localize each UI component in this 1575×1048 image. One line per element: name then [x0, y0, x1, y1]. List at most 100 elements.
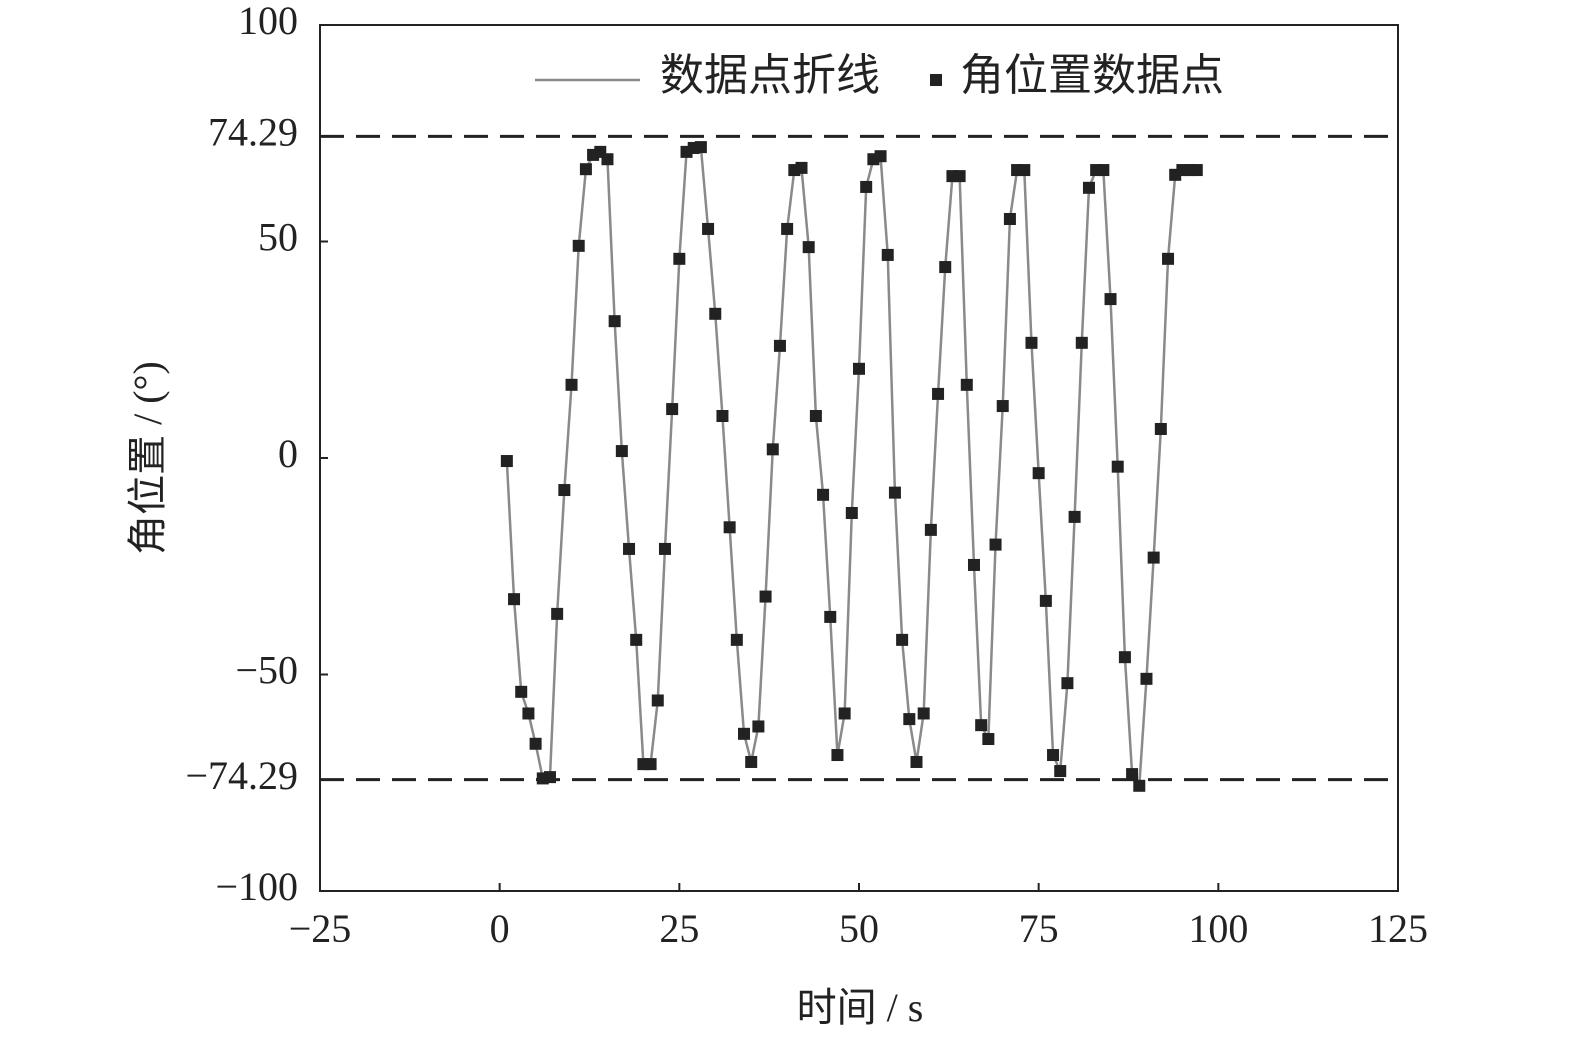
y-tick-label: 0 — [278, 431, 298, 476]
data-point — [529, 737, 542, 750]
data-point — [1061, 677, 1074, 690]
data-point — [1018, 164, 1031, 177]
data-point — [1003, 212, 1016, 225]
data-point — [1111, 460, 1124, 473]
data-point — [673, 252, 686, 265]
data-point — [745, 755, 758, 768]
data-point — [759, 590, 772, 603]
data-point — [1025, 336, 1038, 349]
data-point — [658, 542, 671, 555]
data-point — [1118, 651, 1131, 664]
x-tick-label: 25 — [659, 906, 699, 951]
x-tick-label: −25 — [289, 906, 352, 951]
data-point — [888, 486, 901, 499]
data-point — [881, 248, 894, 261]
data-point — [817, 488, 830, 501]
data-point — [1068, 510, 1081, 523]
data-point — [781, 222, 794, 235]
data-point — [1075, 336, 1088, 349]
data-point — [738, 727, 751, 740]
y-tick-label: −50 — [235, 648, 298, 693]
y-tick-label: −100 — [215, 864, 298, 909]
data-point — [1047, 749, 1060, 762]
data-point — [932, 387, 945, 400]
data-point — [623, 542, 636, 555]
data-point — [508, 593, 521, 606]
legend-label: 角位置数据点 — [960, 51, 1224, 100]
data-point — [982, 733, 995, 746]
data-point — [831, 749, 844, 762]
data-point — [543, 771, 556, 784]
data-point — [1147, 551, 1160, 564]
y-axis-label: 角位置 / (°) — [125, 361, 170, 555]
data-point — [766, 443, 779, 456]
data-point — [579, 163, 592, 176]
data-point — [666, 403, 679, 416]
data-point — [694, 141, 707, 154]
data-point — [917, 707, 930, 720]
data-point — [845, 506, 858, 519]
data-point — [572, 239, 585, 252]
y-tick-label: 50 — [258, 215, 298, 260]
data-point — [1154, 422, 1167, 435]
data-point — [795, 161, 808, 174]
data-point — [824, 610, 837, 623]
data-point — [838, 707, 851, 720]
data-point — [960, 378, 973, 391]
legend-marker — [930, 74, 942, 86]
y-tick-label: 100 — [238, 0, 298, 43]
data-point — [1039, 594, 1052, 607]
data-point — [651, 694, 664, 707]
data-point — [802, 241, 815, 254]
data-point — [723, 521, 736, 534]
x-tick-label: 75 — [1019, 906, 1059, 951]
x-axis-label: 时间 / s — [797, 985, 924, 1030]
data-point — [953, 170, 966, 183]
data-point — [716, 409, 729, 422]
data-point — [975, 719, 988, 732]
data-point — [773, 339, 786, 352]
plot-frame — [319, 24, 1399, 892]
data-point — [903, 713, 916, 726]
data-point — [1097, 164, 1110, 177]
data-point — [896, 633, 909, 646]
data-point — [644, 758, 657, 771]
legend-label: 数据点折线 — [660, 51, 880, 100]
data-point — [608, 315, 621, 328]
data-point — [939, 261, 952, 274]
x-tick-label: 125 — [1368, 906, 1428, 951]
data-point — [551, 607, 564, 620]
data-point — [730, 633, 743, 646]
data-point — [709, 307, 722, 320]
data-point — [500, 455, 513, 468]
data-point — [989, 538, 1002, 551]
x-tick-label: 50 — [839, 906, 879, 951]
data-point — [752, 720, 765, 733]
x-tick-label: 100 — [1188, 906, 1248, 951]
data-point — [1054, 765, 1067, 778]
data-point — [1082, 181, 1095, 194]
data-point — [565, 378, 578, 391]
data-point — [967, 558, 980, 571]
data-point — [515, 685, 528, 698]
x-tick-label: 0 — [490, 906, 510, 951]
data-point — [910, 755, 923, 768]
data-point — [860, 180, 873, 193]
data-point — [874, 150, 887, 163]
data-point — [1140, 672, 1153, 685]
y-tick-label: 74.29 — [208, 109, 298, 154]
data-point — [853, 362, 865, 375]
data-point — [1162, 252, 1175, 265]
y-tick-label: −74.29 — [185, 753, 298, 798]
data-line — [505, 145, 1197, 790]
data-point — [1133, 779, 1146, 792]
data-point — [601, 153, 614, 166]
data-point — [809, 409, 822, 422]
data-point — [1032, 467, 1045, 480]
data-point — [702, 222, 715, 235]
data-point — [558, 484, 571, 497]
data-point — [1190, 164, 1203, 177]
data-point — [996, 400, 1009, 413]
data-point — [615, 445, 628, 458]
